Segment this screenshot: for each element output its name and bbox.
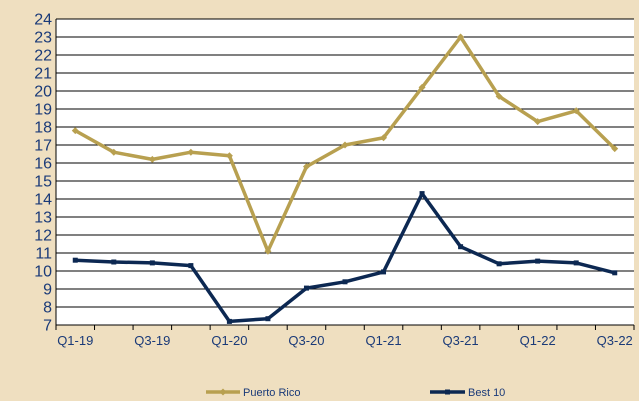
legend-swatch-marker [445,389,450,395]
legend-label: Best 10 [468,387,505,399]
x-tick-label: Q3-20 [288,333,324,348]
data-point [149,260,155,266]
y-tick-label: 11 [35,246,52,263]
data-point [187,148,195,156]
x-tick-label: Q1-21 [365,333,401,348]
data-point [302,163,310,171]
y-tick-label: 13 [34,210,52,227]
data-point [111,259,117,265]
data-point [110,148,118,156]
data-point [534,118,542,126]
y-tick-label: 22 [34,48,52,65]
y-tick-label: 16 [34,156,52,173]
data-point [535,258,541,264]
x-tick-label: Q1-20 [211,333,247,348]
data-point [303,285,309,291]
y-tick-label: 10 [34,264,52,281]
x-tick-label: Q3-22 [597,333,633,348]
y-tick-label: 21 [34,66,52,83]
y-tick-label: 15 [34,174,52,191]
data-point [72,257,78,263]
y-tick-label: 7 [43,318,52,335]
data-point [612,270,618,276]
y-tick-label: 23 [34,30,52,47]
y-tick-label: 14 [34,192,52,209]
y-tick-label: 24 [34,12,52,29]
data-point [496,261,502,267]
data-point [458,244,464,250]
y-tick-label: 19 [34,102,52,119]
data-point [611,145,619,153]
data-point [265,316,271,322]
x-tick-label: Q1-19 [57,333,93,348]
data-point [226,318,232,324]
data-point [418,83,426,91]
legend-label: Puerto Rico [243,387,300,399]
data-point [188,263,194,269]
data-point [495,92,503,100]
legend: Puerto Rico Best 10 [206,387,505,399]
data-point [381,269,387,275]
data-point [573,260,579,266]
plot-area [56,19,634,325]
data-point [341,141,349,149]
x-tick-label: Q1-22 [520,333,556,348]
x-tick-label: Q3-19 [134,333,170,348]
data-point [71,127,79,135]
series-markers [71,33,619,324]
x-axis-ticks: Q1-19 Q3-19 Q1-20 Q3-20 Q1-21 Q3-21 Q1-22 Q3-22 [55,325,635,348]
data-point [148,155,156,163]
data-point [419,191,425,197]
y-tick-label: 8 [43,300,52,317]
data-point [572,107,580,115]
data-point [457,33,465,41]
data-point [264,247,272,255]
y-tick-label: 9 [43,282,52,299]
data-point [342,279,348,285]
data-point [380,134,388,142]
y-tick-label: 17 [34,138,52,155]
data-point [225,152,233,160]
legend-swatch-marker [219,388,227,396]
y-tick-label: 18 [34,120,52,137]
gridlines [55,18,634,326]
x-tick-label: Q3-21 [443,333,479,348]
y-tick-label: 20 [34,84,52,101]
y-tick-label: 12 [34,228,52,245]
